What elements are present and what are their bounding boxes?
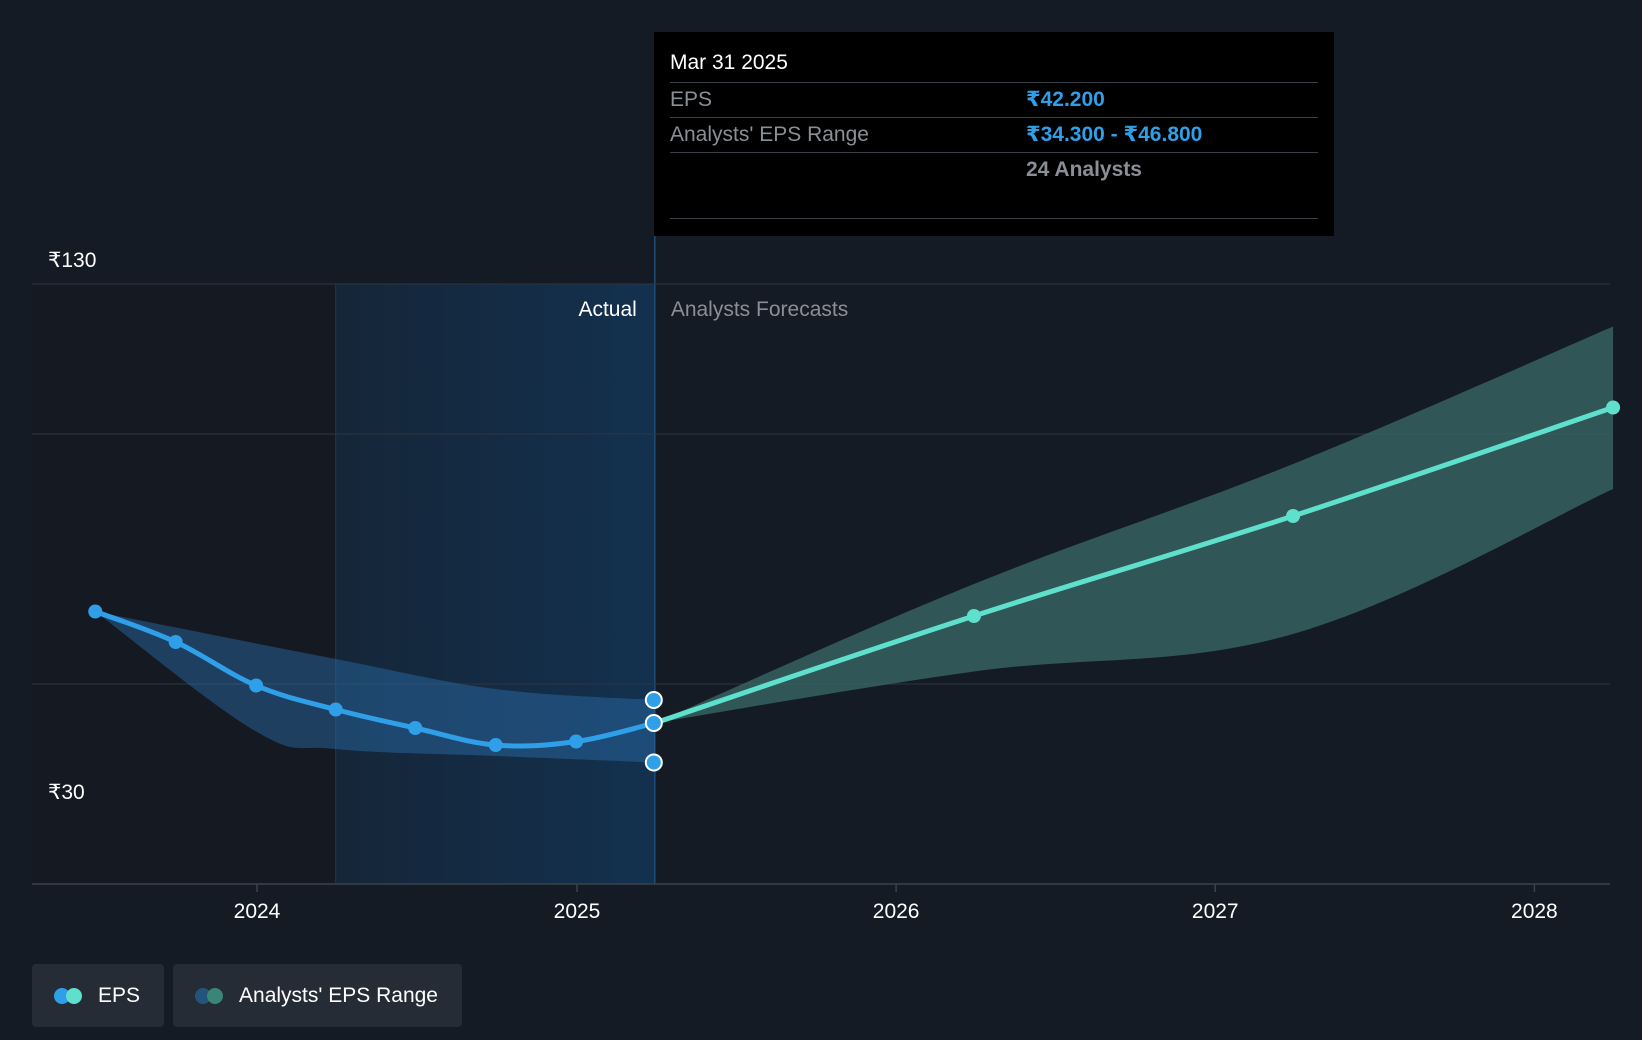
forecast-label: Analysts Forecasts <box>671 298 848 321</box>
tooltip-range-row: Analysts' EPS Range ₹34.300 - ₹46.800 <box>670 118 1318 153</box>
legend-item-range[interactable]: Analysts' EPS Range <box>173 964 462 1027</box>
x-tick-label: 2024 <box>234 900 281 923</box>
legend: EPS Analysts' EPS Range <box>32 964 462 1027</box>
eps-actual-point <box>488 738 503 752</box>
hover-range-low-marker <box>644 753 663 772</box>
legend-item-eps[interactable]: EPS <box>32 964 165 1027</box>
x-tick-label: 2028 <box>1511 900 1558 923</box>
tooltip-eps-row: EPS ₹42.200 <box>670 83 1318 118</box>
tooltip-divider <box>670 218 1318 219</box>
actual-region-background <box>32 284 336 884</box>
eps-actual-point <box>569 734 584 749</box>
eps-actual-point <box>88 604 103 619</box>
actual-region-highlight <box>335 284 655 884</box>
forecast-range-band <box>654 326 1614 723</box>
x-tick-label: 2027 <box>1192 900 1239 923</box>
hover-range-high-marker <box>644 691 663 709</box>
y-tick-label: ₹30 <box>48 781 85 804</box>
range-legend-dot-forecast <box>207 987 224 1004</box>
eps-legend-dot-forecast <box>66 987 82 1004</box>
eps-actual-point <box>328 702 343 717</box>
tooltip: Mar 31 2025 EPS ₹42.200 Analysts' EPS Ra… <box>654 32 1334 236</box>
actual-label: Actual <box>578 298 636 321</box>
tooltip-analysts-spacer <box>670 153 1026 187</box>
tooltip-range-separator: - <box>1104 123 1124 146</box>
x-tick-label: 2026 <box>873 900 920 923</box>
x-tick-label: 2025 <box>554 900 601 923</box>
actual-range-band <box>95 611 655 763</box>
tooltip-range-low: ₹34.300 <box>1026 123 1105 146</box>
eps-actual-point <box>408 721 423 735</box>
eps-forecast-point <box>966 609 981 623</box>
y-tick-label: ₹130 <box>48 249 96 272</box>
eps-forecast-point <box>1286 509 1301 523</box>
tooltip-range-label: Analysts' EPS Range <box>670 123 869 146</box>
tooltip-range-high: ₹46.800 <box>1123 123 1203 146</box>
eps-actual-point <box>168 635 183 649</box>
legend-label-range: Analysts' EPS Range <box>239 983 438 1007</box>
hover-eps-marker <box>644 714 663 732</box>
tooltip-eps-label: EPS <box>670 88 713 111</box>
tooltip-analysts-row: 24 Analysts <box>670 153 1318 187</box>
eps-actual-line <box>92 609 658 749</box>
eps-forecast-point <box>1606 400 1621 415</box>
legend-label-eps: EPS <box>98 983 141 1007</box>
tooltip-analysts-count: 24 Analysts <box>1026 158 1142 181</box>
eps-actual-point <box>249 678 264 693</box>
tooltip-range-values: ₹34.300 - ₹46.800 <box>1026 118 1202 152</box>
eps-legend-icon <box>54 987 84 1004</box>
tooltip-eps-value: ₹42.200 <box>1026 88 1105 111</box>
range-legend-icon <box>195 987 225 1004</box>
eps-forecast-line <box>652 405 1616 726</box>
tooltip-date: Mar 31 2025 <box>670 48 1318 83</box>
